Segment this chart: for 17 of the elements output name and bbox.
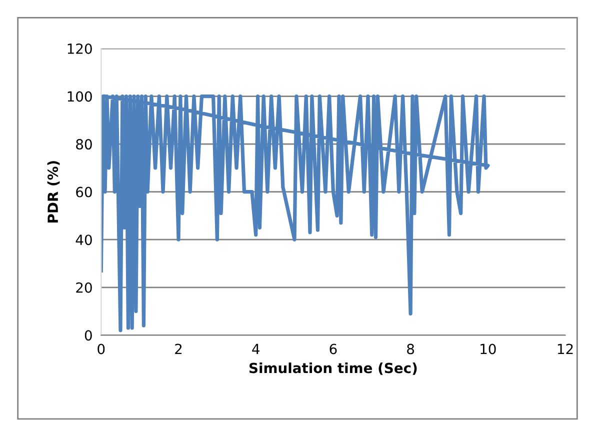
y-tick-label: 20 xyxy=(76,282,92,293)
x-tick-label: 12 xyxy=(558,344,573,354)
y-axis-title: PDR (%) xyxy=(47,161,60,222)
x-tick-label: 6 xyxy=(330,344,337,354)
x-axis-title: Simulation time (Sec) xyxy=(249,362,417,375)
y-tick-label: 80 xyxy=(76,139,92,150)
line-series xyxy=(101,94,490,332)
x-tick-label: 8 xyxy=(407,344,414,354)
y-tick-label: 0 xyxy=(84,330,92,341)
y-tick-label: 120 xyxy=(68,43,92,54)
x-tick-label: 2 xyxy=(175,344,182,354)
x-tick-label: 4 xyxy=(252,344,260,354)
x-tick-label: 0 xyxy=(98,344,105,354)
y-tick-label: 60 xyxy=(76,186,92,198)
y-tick-label: 40 xyxy=(76,234,92,246)
x-tick-label: 10 xyxy=(480,344,496,354)
y-tick-label: 100 xyxy=(68,91,92,102)
